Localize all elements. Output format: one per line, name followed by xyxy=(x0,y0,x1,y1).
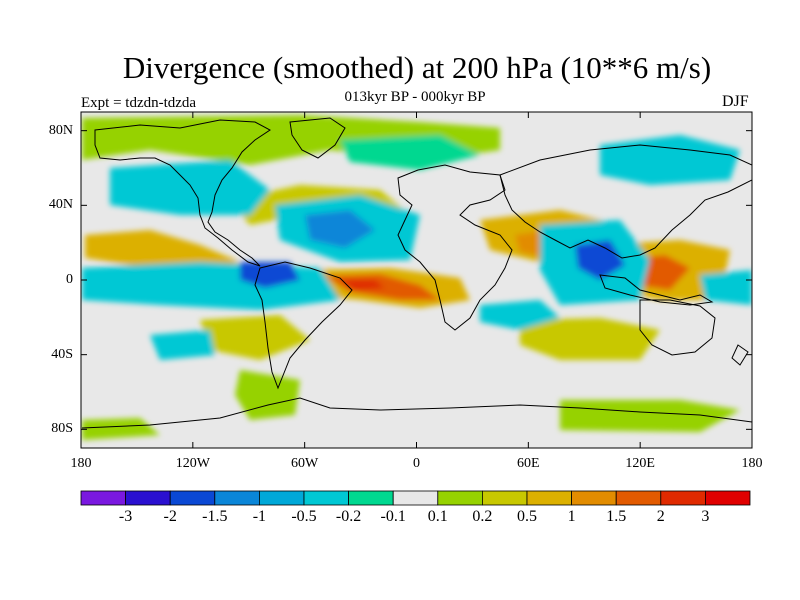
coastline-antarctica xyxy=(81,397,752,429)
colorbar-swatch xyxy=(303,490,349,506)
coastline-greenland xyxy=(289,117,346,159)
neg-patch xyxy=(340,135,480,170)
pos-patch xyxy=(520,318,660,360)
neg-patch xyxy=(110,160,270,215)
colorbar-swatch xyxy=(571,490,617,506)
season-label: DJF xyxy=(722,93,749,110)
colorbar-swatch xyxy=(80,490,126,506)
lon-tick-label: 120E xyxy=(625,456,655,471)
colorbar-label: 1 xyxy=(567,508,576,525)
colorbar xyxy=(80,490,751,506)
neg-patch xyxy=(305,210,375,248)
lat-tick-label: 40S xyxy=(51,346,73,362)
lon-tick-label: 180 xyxy=(741,456,763,471)
lon-tick-label: 0 xyxy=(413,456,420,471)
lon-tick-label: 180 xyxy=(70,456,92,471)
coastline-asia xyxy=(499,144,752,259)
lat-tick-label: 80N xyxy=(48,122,73,138)
colorbar-label: -0.1 xyxy=(380,508,406,525)
pos-patch xyxy=(235,370,300,420)
colorbar-swatch xyxy=(392,490,439,506)
neg-patch xyxy=(240,262,300,288)
coastline-south-america xyxy=(254,261,353,390)
colorbar-swatch xyxy=(348,490,394,506)
colorbar-label: 0.2 xyxy=(472,508,493,525)
colorbar-swatch xyxy=(615,490,662,506)
pos-patch xyxy=(340,280,385,290)
coastline-new-zealand xyxy=(731,344,749,366)
neg-patch xyxy=(600,135,740,185)
neg-patch xyxy=(575,240,625,280)
pos-patch xyxy=(200,315,310,360)
lat-tick-label: 40N xyxy=(48,197,73,213)
lon-tick-label: 60E xyxy=(517,456,540,471)
colorbar-label: -1 xyxy=(252,508,267,525)
colorbar-swatch xyxy=(526,490,572,506)
colorbar-label: -1.5 xyxy=(202,508,228,525)
colorbar-label: -3 xyxy=(118,508,133,525)
colorbar-label: 0.1 xyxy=(427,508,448,525)
colorbar-swatch xyxy=(660,490,706,506)
colorbar-label: 1.5 xyxy=(606,508,627,525)
colorbar-label: -2 xyxy=(163,508,177,525)
colorbar-label: -0.2 xyxy=(335,508,362,525)
coastlines xyxy=(81,117,752,429)
lon-tick-label: 120W xyxy=(175,456,210,471)
neg-patch xyxy=(700,270,752,305)
colorbar-label: 0.5 xyxy=(517,508,537,525)
coastline-north-america xyxy=(94,119,271,267)
plot-title: Divergence (smoothed) at 200 hPa (10**6 … xyxy=(122,50,712,85)
lat-tick-label: 80S xyxy=(51,421,73,437)
neg-patch xyxy=(480,300,560,330)
coastline-australia xyxy=(639,299,716,356)
colorbar-swatch xyxy=(258,490,305,506)
colorbar-swatch xyxy=(125,490,171,506)
plot-subtitle: 013kyr BP - 000kyr BP xyxy=(344,89,486,105)
lat-tick-label: 0 xyxy=(66,272,73,287)
neg-patch xyxy=(150,330,215,360)
colorbar-label: 3 xyxy=(701,508,710,525)
colorbar-swatch xyxy=(705,490,751,506)
colorbar-swatch xyxy=(437,490,483,506)
experiment-label: Expt = tdzdn-tdzda xyxy=(81,95,197,111)
pos-patch xyxy=(85,230,240,272)
colorbar-swatch xyxy=(481,490,528,506)
colorbar-label: -0.5 xyxy=(291,508,317,525)
pos-patch xyxy=(82,418,160,440)
pos-patch xyxy=(560,400,740,432)
colorbar-label: 2 xyxy=(656,508,665,525)
divergence-field xyxy=(82,115,752,440)
colorbar-swatch xyxy=(169,490,216,506)
lon-tick-label: 60W xyxy=(291,456,319,471)
colorbar-swatch xyxy=(214,490,260,506)
coastline-indonesia xyxy=(599,274,714,306)
